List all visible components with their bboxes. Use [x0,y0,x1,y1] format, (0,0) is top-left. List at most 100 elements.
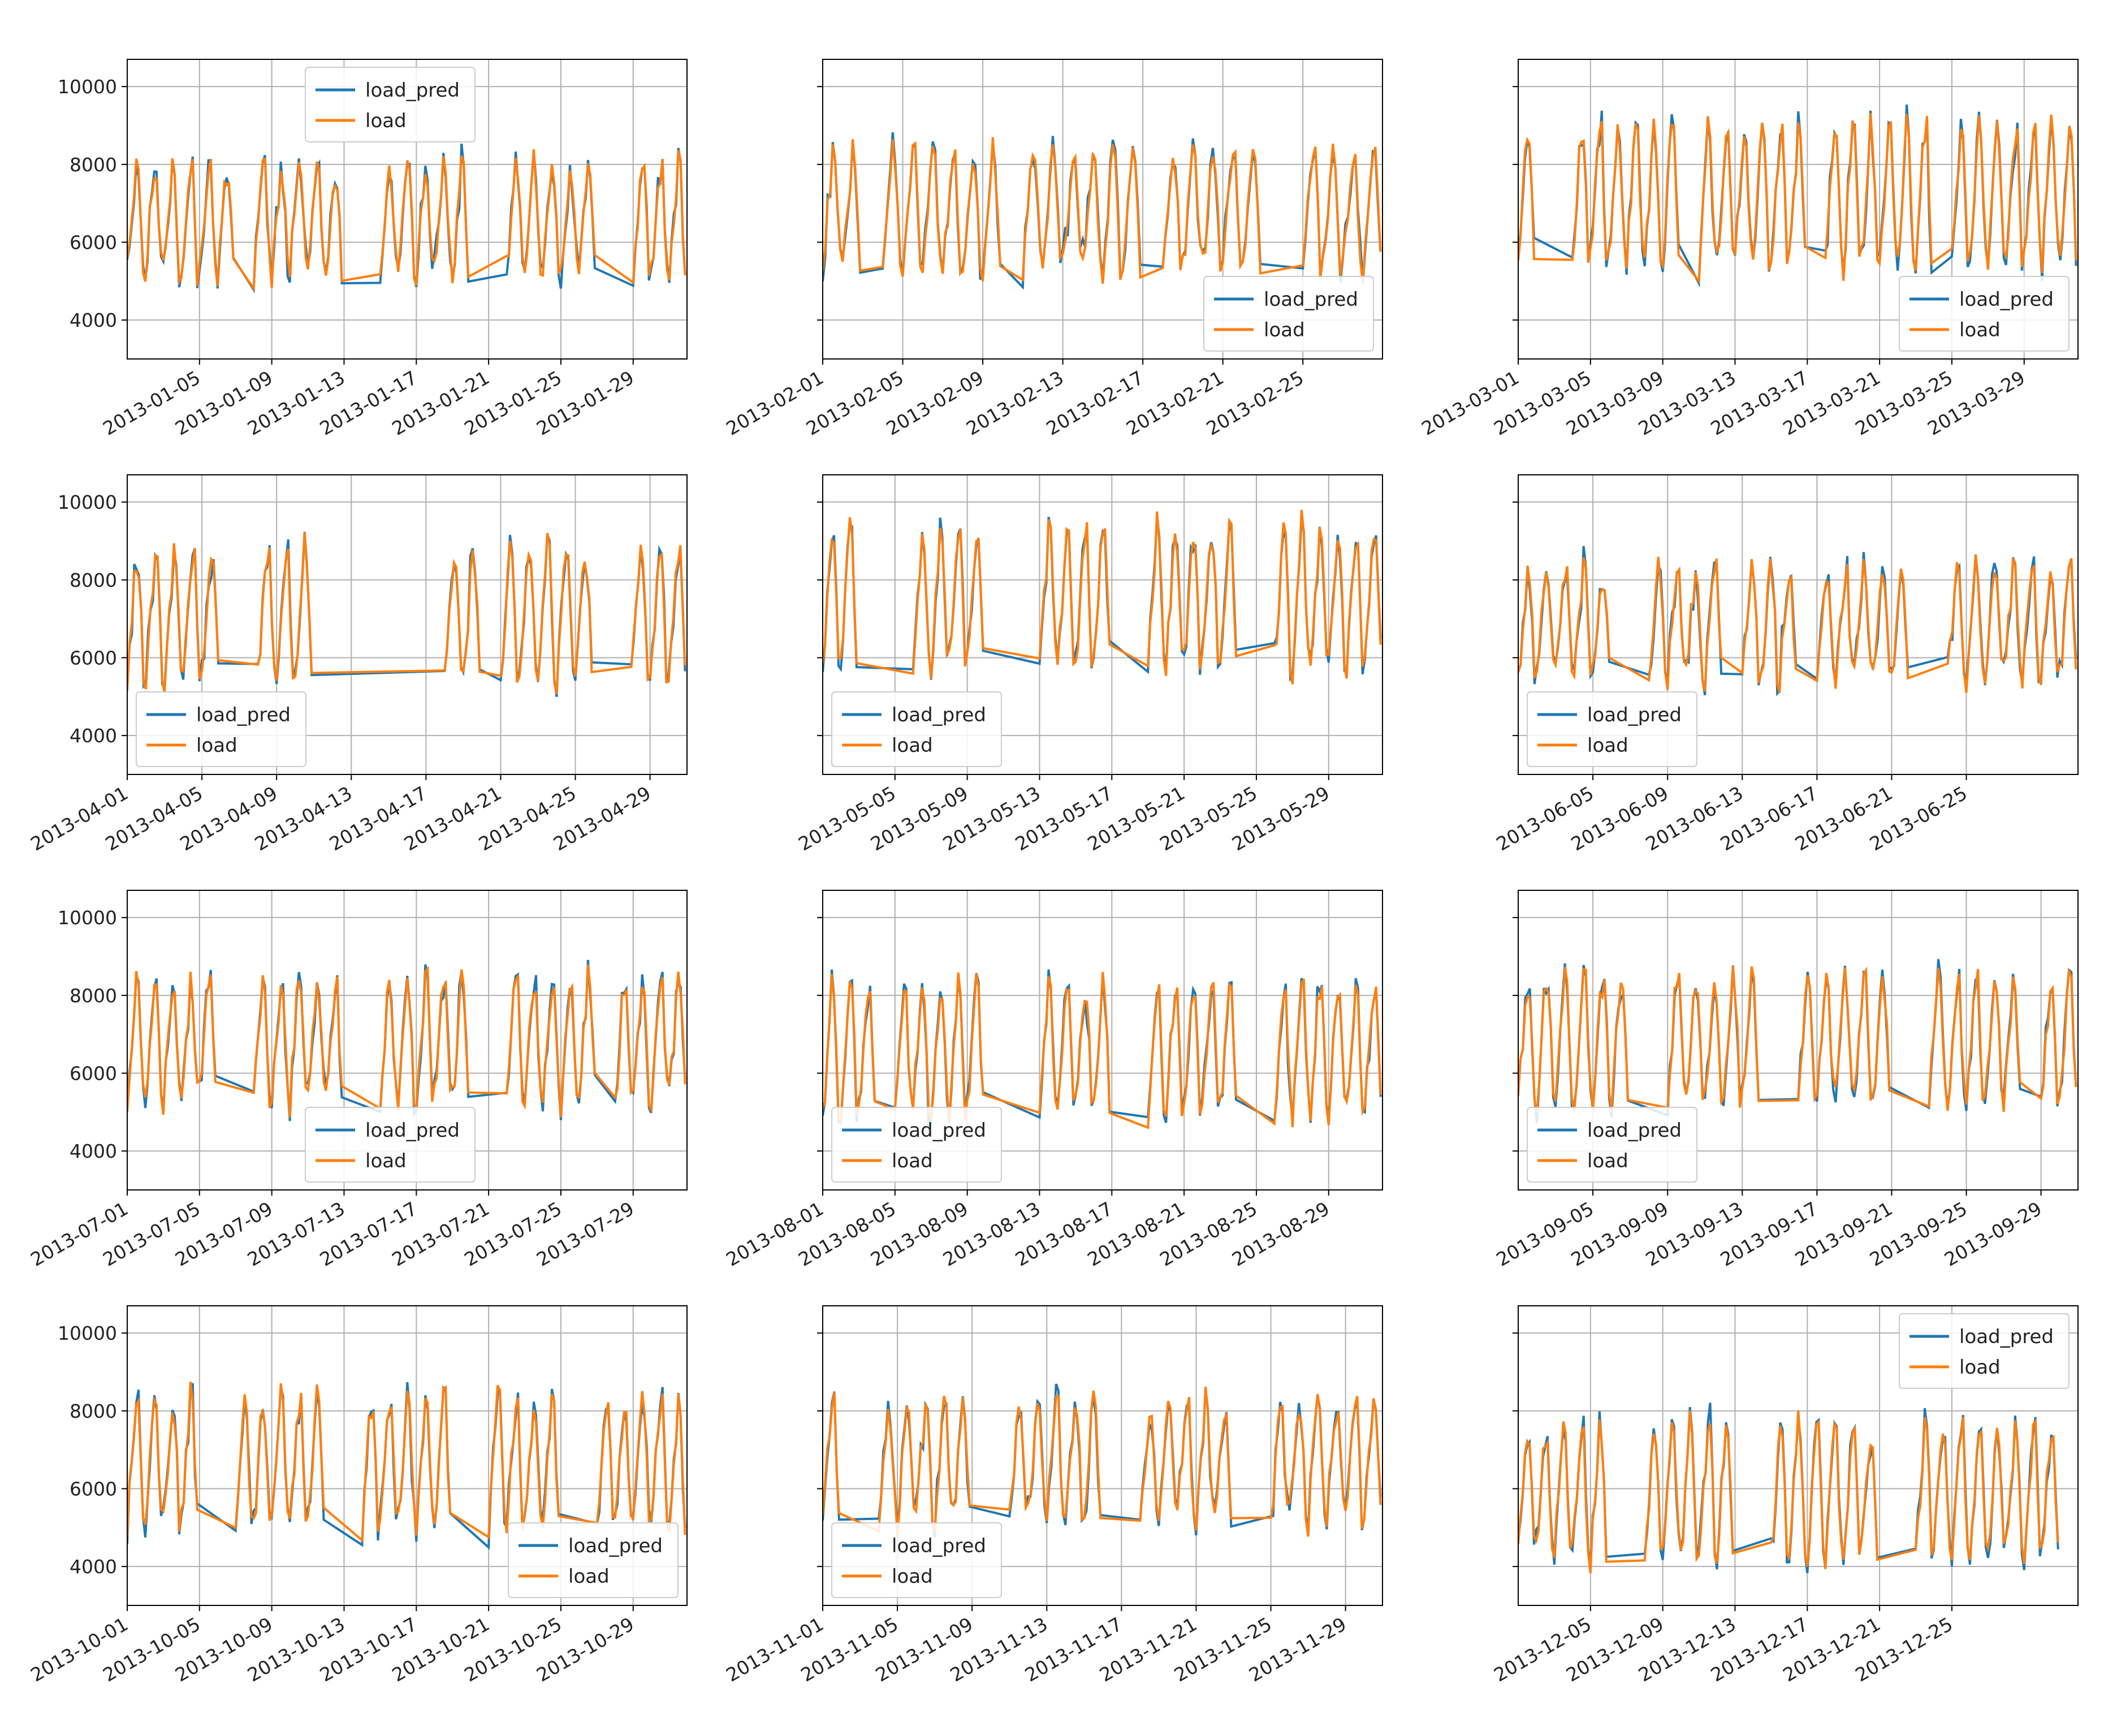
legend-label-load_pred: load_pred [1264,288,1358,311]
legend-box [831,1522,1002,1598]
y-tick-label: 10000 [58,907,117,929]
subplot-2013-01: 400060008000100002013-01-052013-01-09201… [58,59,688,440]
series-load-line [823,509,1382,685]
series-load-line [127,532,686,694]
legend-label-load: load [892,1565,933,1588]
subplot-2013-07: 400060008000100002013-07-012013-07-05201… [27,890,688,1271]
axes-frame [822,474,1383,775]
subplot-2013-12: 2013-12-052013-12-092013-12-132013-12-17… [1490,1305,2079,1686]
series-load-line [1518,554,2077,694]
axes-frame [822,890,1383,1190]
y-tick-label: 8000 [70,985,117,1007]
axes-frame [822,59,1383,360]
legend-label-load_pred: load_pred [365,1119,460,1142]
series-load-line [823,972,1382,1129]
subplot-2013-04: 400060008000100002013-04-012013-04-05201… [27,474,688,855]
legend-label-load: load [892,1150,933,1172]
y-tick-label: 4000 [70,725,117,747]
legend-box [508,1522,679,1598]
axes-frame [127,474,688,775]
series-load-line [127,964,686,1118]
subplot-2013-10: 400060008000100002013-10-012013-10-05201… [27,1305,688,1686]
legend-label-load: load [1959,1356,2001,1379]
legend-box [1527,691,1697,767]
legend-label-load: load [196,734,237,757]
y-tick-label: 4000 [70,309,117,331]
y-tick-label: 6000 [70,647,117,669]
legend-label-load: load [365,1150,407,1172]
y-tick-label: 4000 [70,1140,117,1162]
legend-label-load: load [1264,319,1305,341]
legend-label-load: load [365,110,407,132]
legend-label-load_pred: load_pred [1959,288,2054,311]
series-load-line [823,1387,1382,1537]
y-tick-label: 10000 [58,491,117,513]
axes-frame [127,890,688,1190]
axes-frame [1518,59,2079,360]
y-tick-label: 10000 [58,1322,117,1344]
series-load-line [127,149,686,292]
y-tick-label: 4000 [70,1556,117,1578]
series-load_pred-line [1518,959,2077,1123]
subplot-2013-05: 2013-05-052013-05-092013-05-132013-05-17… [794,474,1383,855]
legend-box [305,67,476,142]
axes-frame [1518,474,2079,775]
axes-frame [1518,1305,2079,1606]
legend-box [1899,276,2070,352]
legend-label-load_pred: load_pred [892,704,986,726]
legend-label-load_pred: load_pred [568,1535,663,1557]
series-load-line [127,1382,686,1543]
y-tick-label: 10000 [58,76,117,98]
legend-label-load_pred: load_pred [892,1119,986,1142]
subplot-2013-06: 2013-06-052013-06-092013-06-132013-06-17… [1493,474,2079,855]
legend-label-load_pred: load_pred [1587,704,1682,726]
legend-box [305,1107,476,1183]
legend-label-load: load [568,1565,610,1588]
series-load_pred-line [1518,546,2077,696]
legend-label-load_pred: load_pred [1959,1326,2054,1348]
legend-label-load: load [1587,734,1628,757]
legend-box [1899,1313,2070,1389]
y-tick-label: 8000 [70,1400,117,1422]
series-load-line [823,137,1382,284]
legend-box [136,691,306,767]
series-load-line [1518,1410,2059,1574]
y-tick-label: 8000 [70,154,117,176]
series-load-line [1518,113,2077,284]
legend-box [831,1107,1002,1183]
legend-box [1527,1107,1697,1183]
y-tick-label: 6000 [70,1478,117,1500]
legend-label-load_pred: load_pred [196,704,291,726]
subplot-2013-11: 2013-11-012013-11-052013-11-092013-11-13… [722,1305,1383,1686]
legend-label-load_pred: load_pred [365,79,460,102]
y-tick-label: 6000 [70,1063,117,1085]
legend-label-load: load [1959,319,2001,341]
y-tick-label: 8000 [70,569,117,591]
axes-frame [127,59,688,360]
legend-label-load: load [1587,1150,1628,1172]
subplot-2013-03: 2013-03-012013-03-052013-03-092013-03-13… [1418,59,2079,440]
legend-label-load_pred: load_pred [892,1535,986,1557]
series-load-line [1518,966,2077,1114]
y-tick-label: 6000 [70,232,117,254]
subplot-2013-02: 2013-02-012013-02-052013-02-092013-02-13… [722,59,1383,440]
legend-box [831,691,1002,767]
subplot-2013-08: 2013-08-012013-08-052013-08-092013-08-13… [722,890,1383,1271]
legend-label-load: load [892,734,933,757]
axes-frame [1518,890,2079,1190]
subplot-2013-09: 2013-09-052013-09-092013-09-132013-09-17… [1493,890,2079,1271]
axes-frame [127,1305,688,1606]
legend-label-load_pred: load_pred [1587,1119,1682,1142]
